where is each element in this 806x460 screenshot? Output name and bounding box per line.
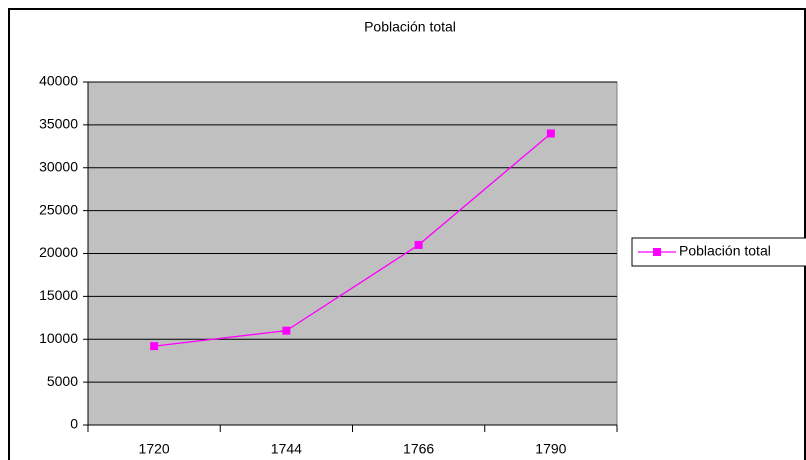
y-tick-label: 35000 — [39, 116, 78, 132]
y-tick-label: 0 — [70, 416, 78, 432]
y-tick-label: 10000 — [39, 330, 78, 346]
point — [414, 240, 423, 249]
point — [546, 129, 555, 138]
legend-label: Población total — [679, 243, 771, 259]
y-tick-label: 15000 — [39, 287, 78, 303]
point — [282, 326, 291, 335]
x-tick-label: 1744 — [271, 441, 302, 457]
chart-title: Población total — [364, 19, 456, 35]
legend-marker — [653, 248, 661, 256]
series-line — [154, 132, 552, 347]
y-tick-label: 20000 — [39, 244, 78, 260]
y-tick-label: 5000 — [47, 373, 78, 389]
y-tick-label: 40000 — [39, 73, 78, 89]
y-tick-label: 30000 — [39, 158, 78, 174]
y-tick-label: 25000 — [39, 201, 78, 217]
point — [150, 342, 159, 351]
x-tick-label: 1790 — [535, 441, 566, 457]
x-tick-label: 1766 — [403, 441, 434, 457]
x-tick-label: 1720 — [139, 441, 170, 457]
